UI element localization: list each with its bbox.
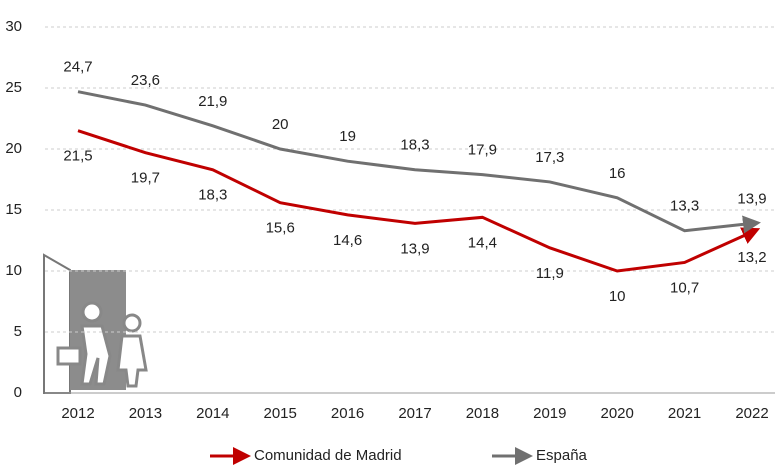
data-label: 19,7 [131, 170, 160, 187]
x-tick-label: 2013 [129, 405, 162, 422]
y-tick-label: 15 [5, 201, 22, 218]
data-label: 17,9 [468, 142, 497, 159]
y-tick-label: 20 [5, 140, 22, 157]
data-label: 16 [609, 165, 626, 182]
y-tick-label: 30 [5, 18, 22, 35]
data-label: 15,6 [266, 220, 295, 237]
y-tick-label: 5 [14, 323, 22, 340]
data-label: 21,5 [63, 148, 92, 165]
x-tick-label: 2018 [466, 405, 499, 422]
data-label: 21,9 [198, 93, 227, 110]
x-tick-label: 2019 [533, 405, 566, 422]
y-tick-label: 10 [5, 262, 22, 279]
data-label: 13,2 [737, 249, 766, 266]
data-label: 13,9 [737, 190, 766, 207]
data-label: 13,3 [670, 198, 699, 215]
icon [44, 255, 146, 393]
y-tick-label: 25 [5, 79, 22, 96]
data-label: 13,9 [400, 240, 429, 257]
data-label: 10,7 [670, 279, 699, 296]
data-label: 18,3 [198, 187, 227, 204]
x-tick-label: 2015 [264, 405, 297, 422]
x-tick-label: 2021 [668, 405, 701, 422]
data-label: 14,4 [468, 234, 497, 251]
legend-label: Comunidad de Madrid [254, 447, 402, 464]
x-tick-label: 2020 [601, 405, 634, 422]
x-tick-label: 2014 [196, 405, 229, 422]
data-label: 14,6 [333, 232, 362, 249]
legend-label: España [536, 447, 588, 464]
data-label: 24,7 [63, 59, 92, 76]
x-tick-label: 2016 [331, 405, 364, 422]
data-label: 23,6 [131, 72, 160, 89]
chart: 0510152025302012201320142015201620172018… [0, 0, 780, 466]
data-label: 17,3 [535, 149, 564, 166]
x-tick-label: 2022 [735, 405, 768, 422]
data-label: 19 [339, 128, 356, 145]
x-tick-label: 2012 [61, 405, 94, 422]
data-label: 10 [609, 288, 626, 305]
data-label: 20 [272, 116, 289, 133]
data-label: 11,9 [536, 265, 564, 282]
page: {"chart_data":{"type":"line", "categorie… [0, 0, 780, 471]
y-tick-label: 0 [14, 384, 22, 401]
data-label: 18,3 [400, 137, 429, 154]
x-tick-label: 2017 [398, 405, 431, 422]
